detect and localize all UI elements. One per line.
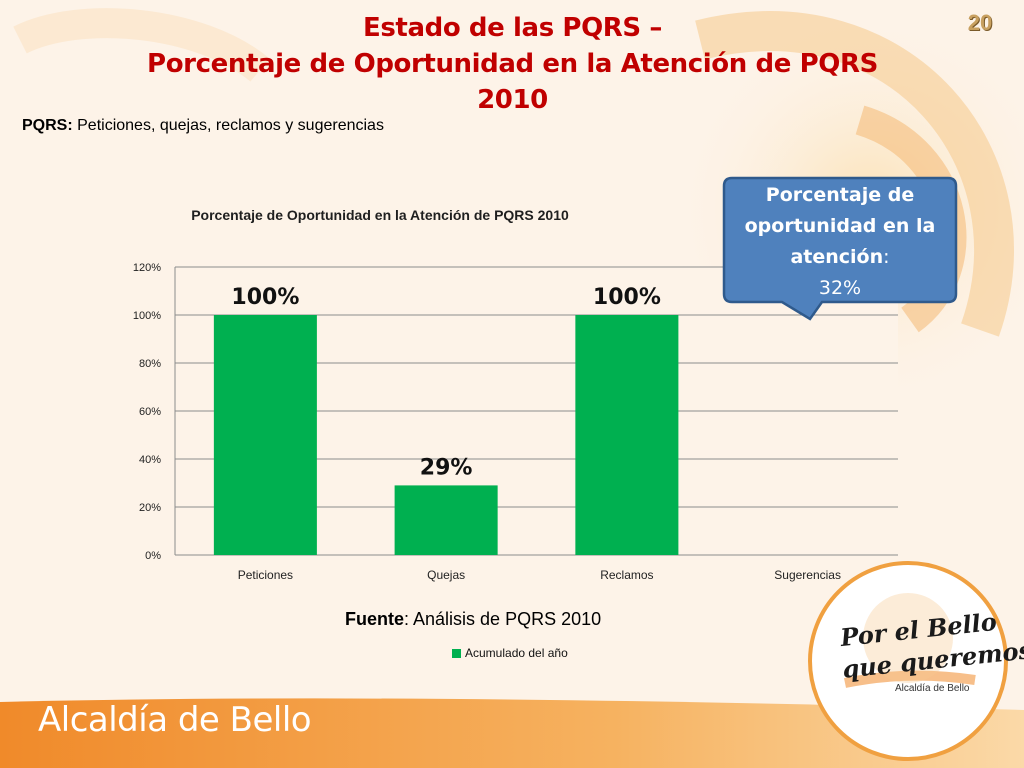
bar-chart: Porcentaje de Oportunidad en la Atención…: [133, 207, 898, 582]
y-axis-ticks: 0% 20% 40% 60% 80% 100% 120%: [133, 262, 161, 562]
logo-subtitle: Alcaldía de Bello: [895, 683, 970, 694]
callout-heading-2: oportunidad en la: [744, 215, 936, 237]
y-tick-label: 0%: [145, 550, 161, 562]
y-tick-label: 60%: [139, 406, 161, 418]
x-tick-label: Reclamos: [600, 568, 653, 582]
logo-emblem: [808, 561, 1008, 761]
legend: Acumulado del año: [452, 646, 568, 660]
callout-heading-3: atención: [790, 246, 884, 268]
bar-peticiones: [213, 315, 317, 555]
title-line-1: Estado de las PQRS –: [363, 13, 662, 43]
data-labels: 100% 29% 100%: [231, 285, 660, 480]
title-line-2: Porcentaje de Oportunidad en la Atención…: [147, 49, 878, 79]
y-tick-label: 20%: [139, 502, 161, 514]
subtitle-text: Peticiones, quejas, reclamos y sugerenci…: [72, 117, 384, 134]
x-tick-label: Sugerencias: [774, 568, 841, 582]
slide-number: 20: [967, 10, 993, 35]
title-line-3: 2010: [477, 85, 548, 115]
callout-text: Porcentaje de oportunidad en la atención…: [722, 180, 958, 304]
y-tick-label: 100%: [133, 310, 161, 322]
source-label: Fuente: [345, 609, 405, 629]
bars: [213, 315, 679, 555]
x-axis-ticks: Peticiones Quejas Reclamos Sugerencias: [238, 568, 841, 582]
data-label: 29%: [420, 455, 473, 480]
legend-swatch: [452, 648, 461, 658]
footer-brand: Alcaldía de Bello: [38, 700, 312, 740]
page-title: Estado de las PQRS – Porcentaje de Oport…: [110, 10, 915, 118]
callout-value: 32%: [818, 277, 862, 299]
source-note: Fuente: Análisis de PQRS 2010: [345, 609, 601, 630]
chart-title: Porcentaje de Oportunidad en la Atención…: [191, 207, 569, 223]
subtitle: PQRS: Peticiones, quejas, reclamos y sug…: [22, 117, 384, 135]
callout-heading-1: Porcentaje de: [765, 184, 915, 206]
footer-band: [0, 698, 1024, 768]
bar-quejas: [394, 485, 498, 555]
source-text: : Análisis de PQRS 2010: [404, 609, 602, 629]
x-tick-label: Peticiones: [238, 568, 293, 582]
y-tick-label: 80%: [139, 358, 161, 370]
callout-bubble: [722, 176, 958, 321]
callout-heading-3-wrap: atención:: [722, 242, 958, 273]
data-label: 100%: [231, 285, 299, 310]
data-label: 100%: [593, 285, 661, 310]
y-tick-label: 120%: [133, 262, 161, 274]
y-tick-label: 40%: [139, 454, 161, 466]
x-tick-label: Quejas: [427, 568, 465, 582]
subtitle-label: PQRS:: [22, 117, 73, 134]
bar-reclamos: [575, 315, 679, 555]
callout-colon: :: [883, 246, 890, 268]
legend-label: Acumulado del año: [465, 646, 568, 660]
